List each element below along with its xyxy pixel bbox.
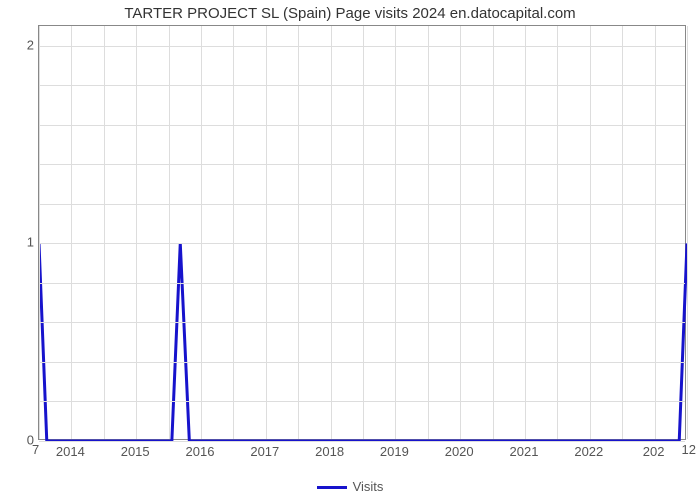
grid-line-v [39, 26, 40, 439]
x-tick-label: 2018 [315, 444, 344, 459]
x-tick-label: 2014 [56, 444, 85, 459]
chart-title: TARTER PROJECT SL (Spain) Page visits 20… [0, 5, 700, 22]
grid-line-v [169, 26, 170, 439]
grid-line-v [298, 26, 299, 439]
grid-line-h [39, 441, 685, 442]
x-tick-label: 2017 [250, 444, 279, 459]
x-tick-label: 2019 [380, 444, 409, 459]
grid-line-h [39, 283, 685, 284]
grid-line-h [39, 46, 685, 47]
grid-line-v [525, 26, 526, 439]
y-tick-label: 1 [4, 235, 34, 250]
grid-line-v [687, 26, 688, 439]
grid-line-v [233, 26, 234, 439]
x-tick-label: 202 [643, 444, 665, 459]
legend: Visits [0, 479, 700, 494]
grid-line-v [557, 26, 558, 439]
y-tick-label: 2 [4, 37, 34, 52]
x-tick-label: 2022 [574, 444, 603, 459]
grid-line-v [201, 26, 202, 439]
grid-line-v [655, 26, 656, 439]
grid-line-v [331, 26, 332, 439]
grid-line-v [71, 26, 72, 439]
x-tick-label: 2021 [510, 444, 539, 459]
x-tick-label: 2016 [186, 444, 215, 459]
grid-line-h [39, 362, 685, 363]
grid-line-h [39, 125, 685, 126]
grid-line-h [39, 322, 685, 323]
corner-top-right: 12 [682, 442, 696, 457]
grid-line-v [622, 26, 623, 439]
grid-line-v [363, 26, 364, 439]
visits-chart: TARTER PROJECT SL (Spain) Page visits 20… [0, 0, 700, 500]
grid-line-v [460, 26, 461, 439]
grid-line-v [493, 26, 494, 439]
y-tick-label: 0 [4, 433, 34, 448]
grid-line-h [39, 401, 685, 402]
grid-line-v [395, 26, 396, 439]
grid-line-v [266, 26, 267, 439]
x-tick-label: 2015 [121, 444, 150, 459]
grid-line-h [39, 164, 685, 165]
grid-line-h [39, 243, 685, 244]
legend-swatch [317, 486, 347, 489]
plot-area [38, 25, 686, 440]
grid-line-v [104, 26, 105, 439]
grid-line-v [590, 26, 591, 439]
grid-line-v [428, 26, 429, 439]
legend-label: Visits [353, 479, 384, 494]
grid-line-h [39, 204, 685, 205]
x-tick-label: 2020 [445, 444, 474, 459]
grid-line-h [39, 85, 685, 86]
grid-line-v [136, 26, 137, 439]
